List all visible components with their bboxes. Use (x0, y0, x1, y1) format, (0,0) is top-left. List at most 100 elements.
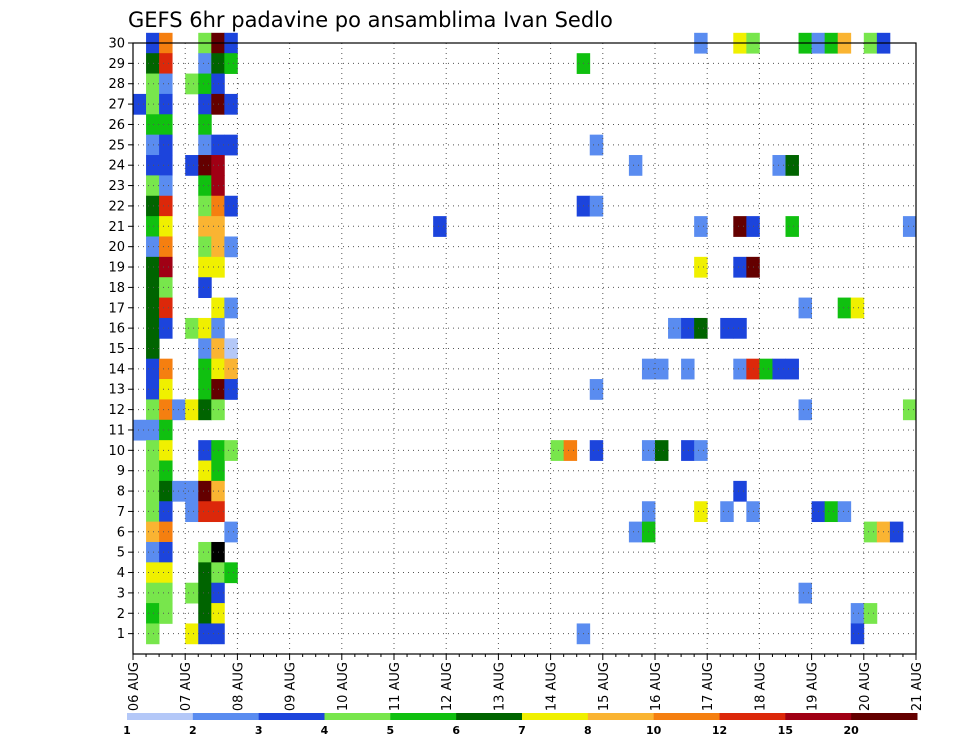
colorbar-swatch (719, 713, 786, 720)
heatmap-cell (159, 216, 173, 237)
heatmap-cell (159, 93, 173, 115)
heatmap-cell (550, 440, 565, 461)
x-tick-label: 16 AUG (649, 662, 664, 711)
heatmap-cell (159, 419, 173, 441)
heatmap-cell (159, 277, 173, 298)
heatmap-cell (785, 155, 799, 176)
heatmap-cell (198, 175, 212, 197)
heatmap-cell (146, 623, 160, 645)
colorbar-label: 4 (321, 724, 329, 737)
heatmap-cell (146, 93, 160, 115)
heatmap-cell (224, 379, 238, 400)
heatmap-cell (159, 73, 173, 95)
heatmap-cell (224, 134, 238, 156)
heatmap-cell (694, 501, 708, 523)
heatmap-cell (146, 480, 160, 502)
heatmap-cell (159, 562, 173, 584)
y-tick-label: 24 (108, 159, 125, 174)
heatmap-cell (850, 297, 865, 319)
colorbar-swatch (258, 713, 325, 720)
heatmap-cell (185, 480, 199, 502)
y-tick-label: 23 (108, 179, 125, 194)
heatmap-cell (198, 134, 212, 156)
x-tick-label: 10 AUG (336, 662, 351, 711)
heatmap-cell (902, 399, 917, 421)
heatmap-cell (198, 358, 212, 380)
heatmap-cell (146, 501, 160, 523)
heatmap-cell (198, 399, 212, 421)
heatmap-cell (159, 175, 173, 197)
heatmap-cell (198, 53, 212, 74)
y-tick-label: 27 (108, 98, 125, 113)
heatmap-cell (224, 297, 238, 319)
heatmap-cell (589, 379, 604, 400)
colorbar-label: 5 (387, 724, 395, 737)
heatmap-cell (694, 256, 708, 278)
heatmap-cell (146, 114, 160, 136)
y-tick-label: 15 (108, 342, 125, 357)
heatmap-cell (159, 256, 173, 278)
y-tick-label: 1 (117, 627, 125, 642)
colorbar-label: 10 (646, 724, 662, 737)
heatmap-cell (146, 521, 160, 543)
heatmap-cell (198, 480, 212, 502)
heatmap-cell (159, 379, 173, 400)
x-tick-label: 08 AUG (231, 662, 246, 711)
y-tick-label: 9 (117, 464, 125, 479)
heatmap-cell (185, 501, 199, 523)
heatmap-cell (198, 623, 212, 645)
y-tick-label: 26 (108, 118, 125, 133)
heatmap-cell (628, 521, 643, 543)
heatmap-cell (146, 73, 160, 95)
heatmap-cell (733, 256, 747, 278)
heatmap-cell (198, 114, 212, 136)
y-tick-label: 16 (108, 322, 125, 337)
heatmap-cell (133, 419, 147, 441)
heatmap-cell (733, 358, 747, 380)
heatmap-cell (798, 582, 812, 604)
x-tick-label: 11 AUG (388, 662, 403, 711)
heatmap-cell (159, 317, 173, 339)
heatmap-cell (159, 501, 173, 523)
heatmap-cell (628, 155, 643, 176)
colorbar-label: 7 (518, 724, 526, 737)
heatmap-cell (146, 440, 160, 461)
heatmap-cell (198, 582, 212, 604)
colorbar-swatch (390, 713, 457, 720)
heatmap-cell (198, 93, 212, 115)
y-tick-label: 30 (108, 37, 125, 52)
heatmap-cell (224, 521, 238, 543)
colorbar-legend: 1 2 3 4 5 6 7 8 10 12 15 20 (123, 713, 918, 737)
heatmap-cell (198, 541, 212, 563)
x-tick-label: 09 AUG (284, 662, 299, 711)
heatmap-cell (159, 134, 173, 156)
heatmap-cell (159, 155, 173, 176)
heatmap-cell (563, 440, 578, 461)
heatmap-cell (681, 358, 695, 380)
heatmap-cell (589, 134, 604, 156)
heatmap-cell (146, 134, 160, 156)
y-tick-label: 7 (117, 505, 125, 520)
x-tick-label: 06 AUG (127, 662, 142, 711)
heatmap-cell (863, 521, 878, 543)
heatmap-cell (146, 562, 160, 584)
heatmap-cell (185, 73, 199, 95)
heatmap-cell (159, 480, 173, 502)
heatmap-cell (146, 155, 160, 176)
y-tick-label: 8 (117, 485, 125, 500)
heatmap-cell (589, 195, 604, 217)
colorbar-swatch (587, 713, 655, 720)
heatmap-cell (837, 297, 852, 319)
colorbar-label: 20 (844, 724, 860, 737)
heatmap-cell (224, 53, 238, 74)
x-tick-label: 07 AUG (179, 662, 194, 711)
heatmap-cell (146, 399, 160, 421)
heatmap-cell (159, 399, 173, 421)
heatmap-cell (159, 541, 173, 563)
y-tick-label: 19 (108, 261, 125, 276)
y-tick-label: 12 (108, 403, 125, 418)
colorbar-label: 6 (452, 724, 460, 737)
heatmap-cell (198, 501, 212, 523)
heatmap-cell (863, 603, 878, 624)
x-tick-label: 17 AUG (701, 662, 716, 711)
